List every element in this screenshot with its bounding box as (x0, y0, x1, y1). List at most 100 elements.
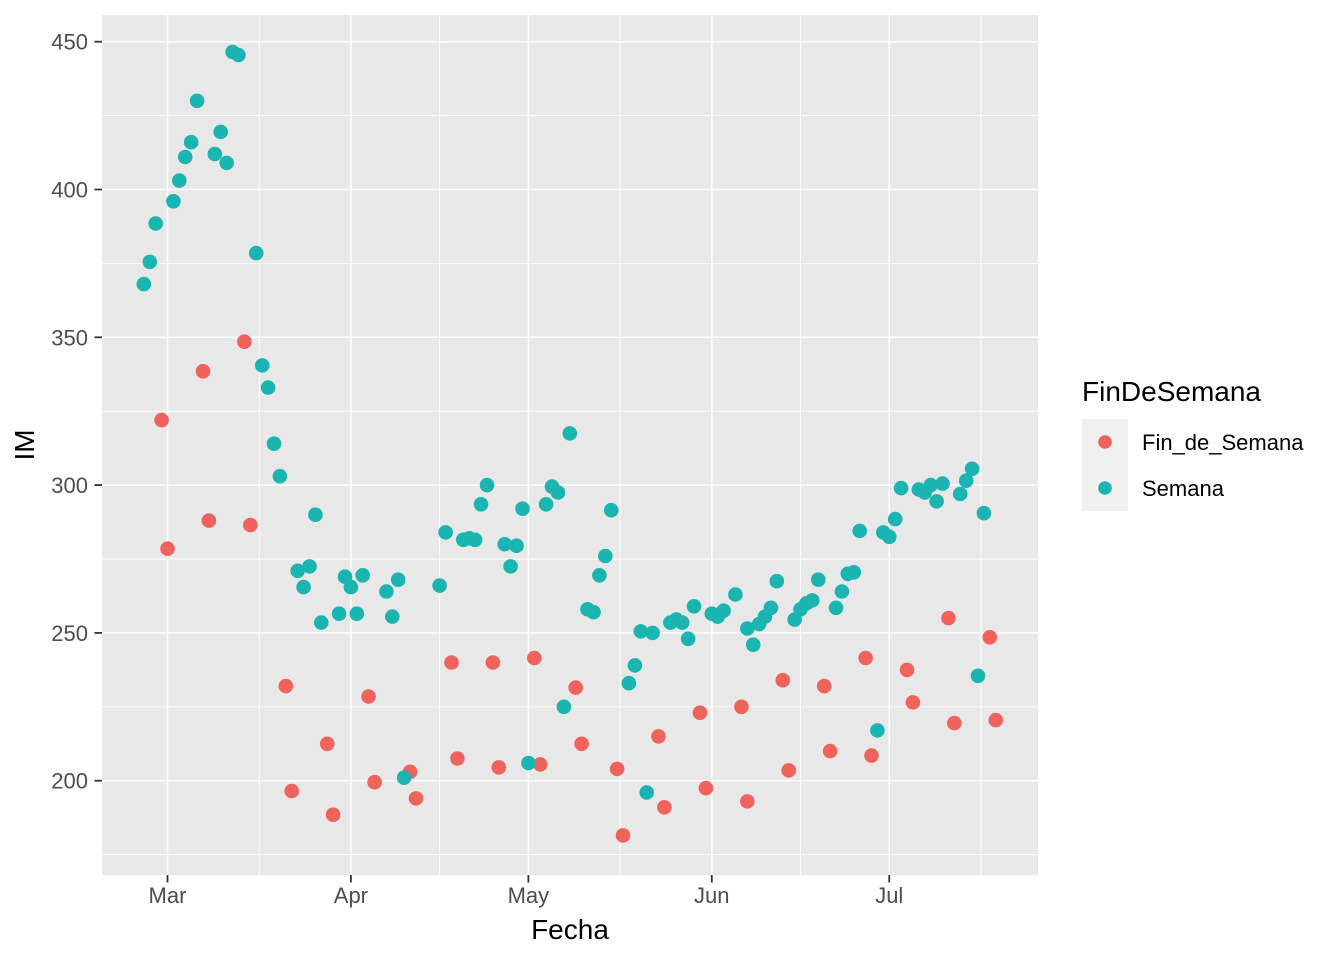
data-point-semana (390, 572, 406, 587)
data-point-fin_de_semana (988, 712, 1003, 728)
data-point-fin_de_semana (201, 513, 217, 528)
data-point-semana (846, 565, 862, 580)
data-point-semana (349, 606, 365, 621)
data-point-semana (497, 536, 512, 552)
data-point-semana (432, 578, 447, 593)
data-point-semana (763, 600, 779, 616)
x-tick-label: Jun (694, 883, 729, 908)
legend: FinDeSemana Fin_de_Semana Semana (1082, 376, 1304, 511)
data-point-semana (438, 525, 453, 540)
data-point-semana (562, 426, 578, 441)
legend-label-fin-de-semana: Fin_de_Semana (1142, 430, 1304, 455)
data-point-fin_de_semana (947, 715, 962, 731)
data-point-fin_de_semana (319, 736, 335, 752)
legend-title: FinDeSemana (1082, 376, 1261, 407)
data-point-fin_de_semana (243, 517, 258, 533)
data-point-semana (296, 579, 311, 595)
data-point-fin_de_semana (657, 800, 672, 815)
data-point-semana (148, 216, 163, 231)
data-point-semana (680, 631, 696, 647)
data-point-semana (645, 625, 660, 641)
data-point-semana (515, 501, 530, 516)
data-point-fin_de_semana (899, 662, 915, 678)
data-point-fin_de_semana (692, 705, 708, 720)
y-tick-label: 450 (51, 30, 88, 55)
data-point-semana (521, 755, 536, 771)
data-point-semana (882, 529, 897, 545)
data-point-semana (952, 486, 968, 502)
x-tick-label: Mar (149, 883, 187, 908)
data-point-semana (586, 604, 601, 620)
data-point-semana (976, 505, 992, 521)
plot-panel: Mar Apr May Jun Jul 200 250 300 350 400 450 (51, 15, 1038, 908)
x-tick-label: Apr (334, 883, 368, 908)
data-point-semana (728, 587, 743, 602)
data-point-fin_de_semana (568, 680, 583, 695)
data-point-fin_de_semana (858, 650, 873, 666)
data-point-fin_de_semana (822, 743, 838, 759)
legend-dot-semana-icon (1098, 481, 1112, 495)
data-point-semana (213, 124, 228, 140)
legend-dot-fin-de-semana-icon (1098, 435, 1112, 449)
data-point-fin_de_semana (408, 791, 424, 806)
data-point-fin_de_semana (278, 678, 294, 694)
data-point-semana (343, 579, 359, 595)
data-point-fin_de_semana (195, 364, 211, 379)
data-point-semana (627, 658, 643, 673)
y-tick-label: 400 (51, 178, 88, 203)
data-point-semana (183, 134, 199, 150)
data-point-semana (556, 699, 572, 715)
data-point-semana (266, 436, 282, 452)
data-point-fin_de_semana (361, 689, 376, 704)
data-point-fin_de_semana (574, 736, 589, 752)
data-point-semana (834, 584, 850, 599)
data-point-fin_de_semana (651, 729, 666, 744)
data-point-semana (177, 149, 193, 165)
data-point-semana (503, 559, 518, 574)
data-point-fin_de_semana (325, 807, 341, 822)
data-point-fin_de_semana (615, 828, 631, 843)
data-point-semana (852, 523, 867, 539)
data-point-semana (290, 563, 306, 579)
data-point-semana (716, 603, 731, 618)
data-point-fin_de_semana (816, 678, 832, 694)
data-point-semana (550, 485, 566, 500)
data-point-semana (893, 480, 909, 496)
y-tick-label: 350 (51, 325, 88, 350)
data-point-semana (479, 477, 495, 493)
data-point-semana (935, 476, 950, 491)
data-point-semana (674, 615, 690, 630)
data-point-fin_de_semana (781, 763, 796, 778)
data-point-semana (509, 538, 524, 553)
legend-label-semana: Semana (1142, 476, 1225, 501)
data-point-fin_de_semana (237, 334, 252, 350)
data-point-semana (231, 47, 246, 63)
data-point-fin_de_semana (450, 751, 465, 766)
data-point-semana (272, 468, 288, 484)
data-point-semana (970, 668, 986, 684)
data-point-fin_de_semana (491, 760, 507, 775)
data-point-semana (598, 548, 613, 564)
data-point-semana (633, 624, 649, 639)
data-point-semana (538, 497, 554, 512)
data-point-semana (923, 477, 938, 493)
data-point-semana (621, 675, 637, 691)
data-point-fin_de_semana (740, 794, 755, 809)
data-point-semana (355, 568, 371, 583)
data-point-semana (308, 507, 323, 522)
data-point-semana (473, 497, 489, 512)
data-point-semana (686, 599, 702, 614)
data-point-fin_de_semana (160, 541, 175, 556)
data-point-semana (219, 155, 234, 171)
data-point-semana (467, 532, 483, 548)
data-point-semana (331, 606, 347, 621)
data-point-fin_de_semana (905, 695, 921, 710)
data-point-fin_de_semana (775, 672, 791, 688)
data-point-semana (870, 723, 885, 738)
data-point-fin_de_semana (485, 655, 501, 670)
x-tick-label: May (508, 883, 550, 908)
data-point-semana (887, 511, 903, 527)
panel-background (102, 15, 1038, 875)
